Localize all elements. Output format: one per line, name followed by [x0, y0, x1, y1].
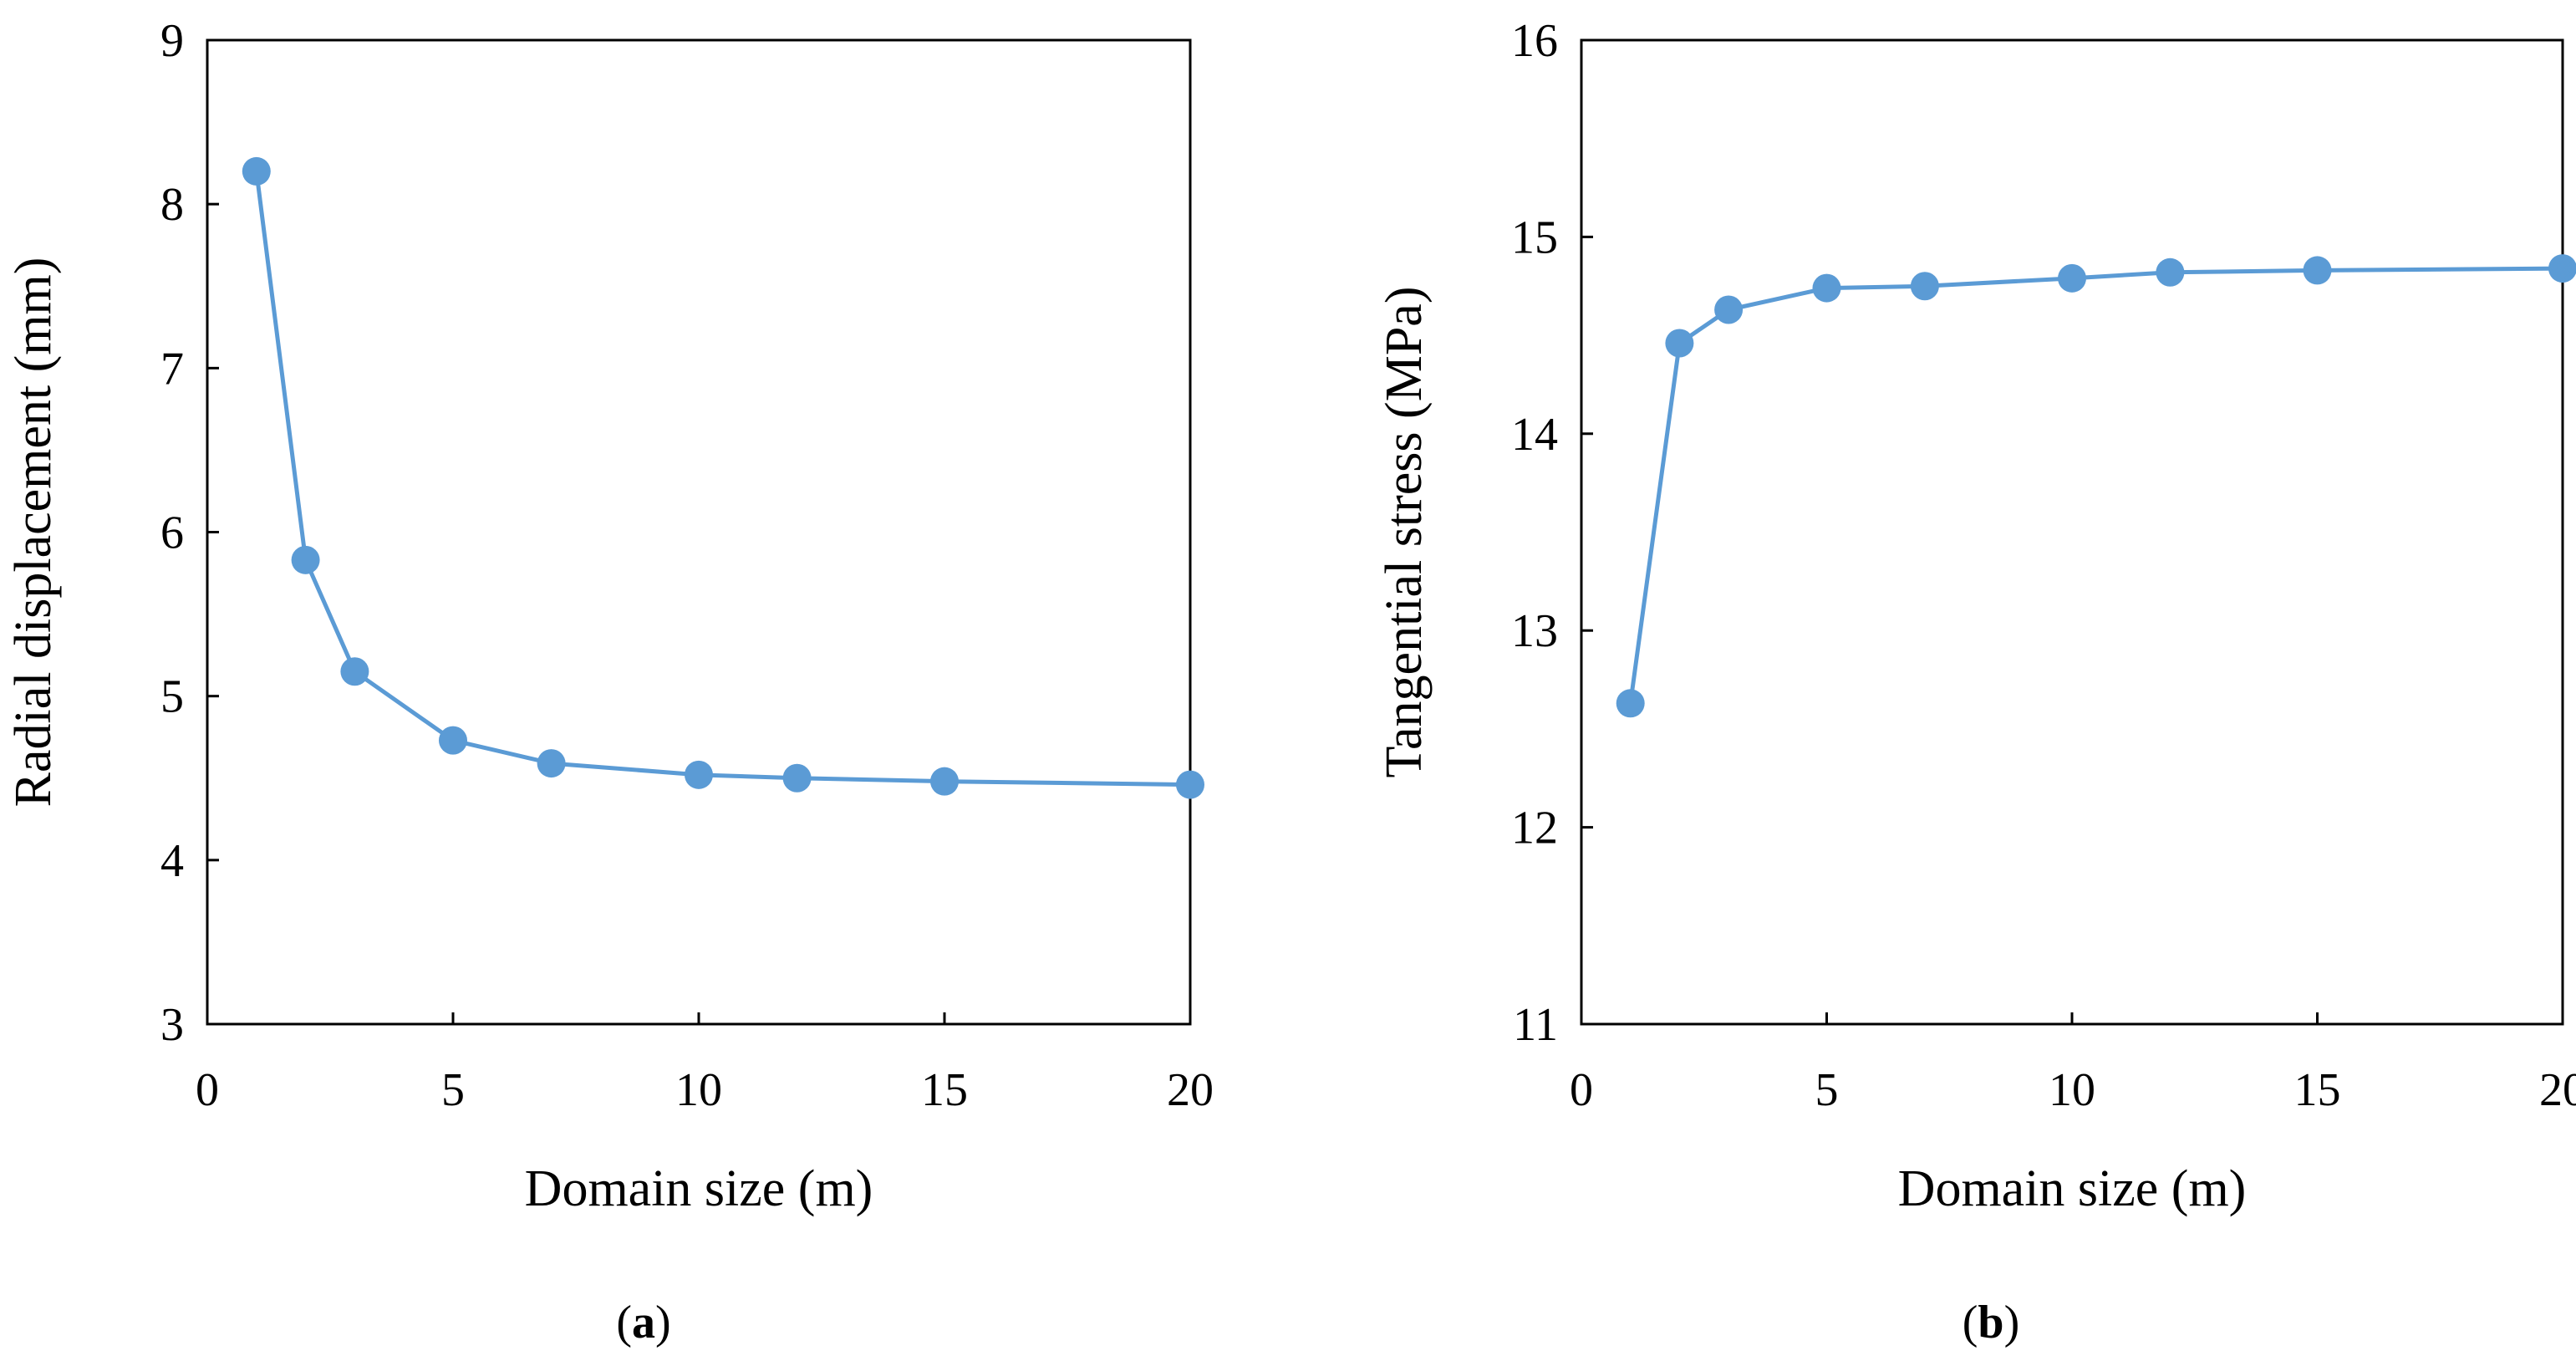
data-point — [1714, 295, 1744, 324]
plot-frame — [206, 38, 1192, 1026]
y-axis-title: Tangential stress (MPa) — [1376, 287, 1433, 778]
data-point — [1665, 329, 1694, 358]
x-tick-label: 5 — [1815, 1064, 1839, 1116]
data-point — [340, 657, 369, 686]
x-tick-label: 20 — [2539, 1064, 2576, 1116]
x-tick-label: 15 — [2294, 1064, 2341, 1116]
data-point — [782, 763, 812, 793]
panel-label: (b) — [1963, 1297, 2019, 1348]
y-tick-label: 8 — [160, 179, 184, 231]
series-line — [1628, 266, 2563, 704]
data-point — [439, 726, 467, 755]
data-point — [2058, 263, 2086, 293]
data-point — [1616, 689, 1645, 718]
y-tick-label: 4 — [160, 835, 184, 887]
x-tick-label: 10 — [2049, 1064, 2095, 1116]
y-tick-label: 7 — [160, 343, 184, 395]
series-line — [254, 171, 1191, 788]
y-tick-label: 14 — [1511, 409, 1558, 461]
y-tick-label: 12 — [1511, 803, 1558, 854]
plot-frame — [1580, 38, 2564, 1026]
y-tick-label: 15 — [1511, 212, 1558, 263]
data-point — [685, 760, 713, 789]
y-tick-label: 13 — [1511, 605, 1558, 657]
x-tick-label: 15 — [921, 1064, 968, 1116]
data-point — [1910, 272, 1939, 301]
chart-panel-b: 11 12 13 14 15 16 0 5 10 15 20 Domain size (m) Tange… — [1376, 15, 2576, 1348]
y-axis-title: Radial displacement (mm) — [5, 257, 62, 808]
y-tick-label: 6 — [160, 507, 184, 559]
data-point — [1176, 770, 1204, 799]
x-tick-label: 0 — [1570, 1064, 1593, 1116]
x-tick-label: 10 — [675, 1064, 722, 1116]
panel-label: (a) — [616, 1297, 670, 1348]
y-tick-label: 11 — [1513, 999, 1558, 1051]
data-point — [1812, 273, 1841, 303]
data-point — [2303, 256, 2332, 285]
y-tick-label: 3 — [160, 999, 184, 1051]
data-point — [242, 156, 271, 186]
x-tick-label: 0 — [196, 1064, 219, 1116]
x-tick-label: 5 — [441, 1064, 465, 1116]
data-point — [930, 767, 959, 796]
data-point — [291, 545, 320, 574]
data-point — [2548, 254, 2576, 283]
x-axis-title: Domain size (m) — [1898, 1160, 2247, 1217]
data-point — [2156, 257, 2185, 287]
chart-panel-a: 3 4 5 6 7 8 9 0 5 10 15 20 Domain size (m) Radial dis… — [5, 15, 1214, 1348]
y-tick-label: 9 — [160, 15, 184, 67]
y-tick-label: 5 — [160, 671, 184, 723]
x-tick-label: 20 — [1167, 1064, 1214, 1116]
data-point — [537, 749, 566, 778]
x-axis-title: Domain size (m) — [525, 1160, 873, 1217]
y-tick-label: 16 — [1511, 15, 1558, 67]
